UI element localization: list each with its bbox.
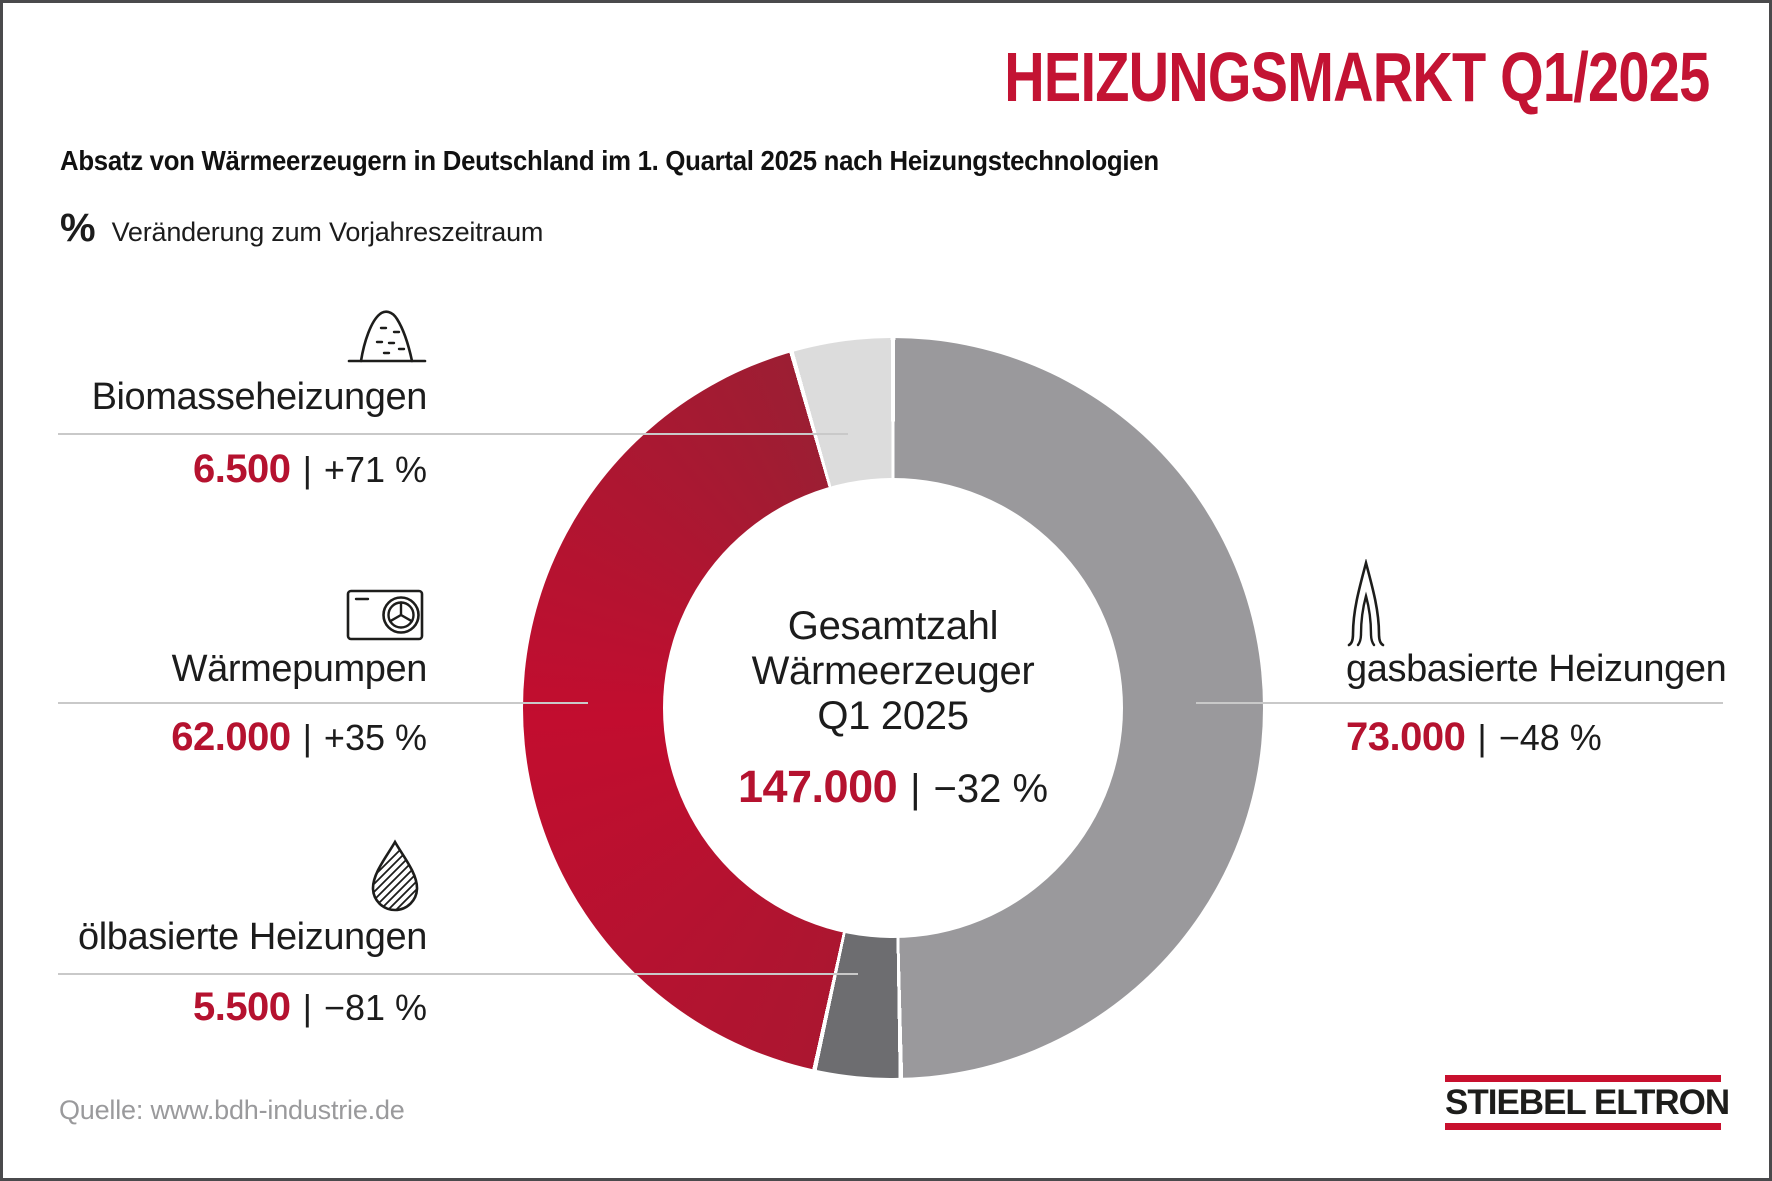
pellet-pile-icon: [347, 305, 427, 371]
total-separator: |: [910, 766, 921, 811]
page-title: HEIZUNGSMARKT Q1/2025: [1003, 38, 1710, 116]
leader-line-oil: [58, 973, 858, 975]
total-change: −32 %: [933, 766, 1049, 811]
segment-value-heat-pump: 62.000 | +35 %: [171, 715, 427, 760]
gas-flame-icon: [1344, 559, 1388, 647]
stiebel-eltron-logo: STIEBEL ELTRON: [1445, 1075, 1730, 1130]
heat-pump-change: +35 %: [323, 717, 427, 758]
gas-value: 73.000: [1346, 715, 1466, 759]
biomass-change: +71 %: [323, 449, 427, 490]
center-line-3: Q1 2025: [817, 693, 969, 738]
biomass-separator: |: [302, 449, 312, 490]
unit-note: % Veränderung zum Vorjahreszeitraum: [60, 206, 543, 251]
center-total: 147.000 | −32 %: [738, 761, 1048, 813]
segment-label-gas: gasbasierte Heizungen: [1346, 648, 1727, 690]
unit-note-text: Veränderung zum Vorjahreszeitraum: [111, 217, 544, 247]
segment-value-biomass: 6.500 | +71 %: [193, 447, 427, 492]
segment-label-heat-pump: Wärmepumpen: [171, 648, 428, 690]
donut-center: Gesamtzahl Wärmeerzeuger Q1 2025 147.000…: [663, 478, 1123, 938]
center-line-1: Gesamtzahl: [787, 603, 999, 648]
oil-change: −81 %: [323, 987, 427, 1028]
percent-symbol: %: [60, 206, 96, 250]
segment-label-biomass: Biomasseheizungen: [91, 376, 428, 418]
oil-separator: |: [302, 987, 312, 1028]
gas-change: −48 %: [1498, 717, 1602, 758]
leader-line-biomass: [58, 433, 848, 435]
oil-value: 5.500: [192, 985, 291, 1029]
logo-text: STIEBEL ELTRON: [1445, 1083, 1730, 1122]
segment-value-oil: 5.500 | −81 %: [193, 985, 427, 1030]
total-value: 147.000: [737, 760, 898, 812]
leader-line-heat-pump: [58, 702, 588, 704]
segment-value-gas: 73.000 | −48 %: [1346, 715, 1602, 760]
heat-pump-icon: [346, 587, 424, 643]
chart-subtitle: Absatz von Wärmeerzeugern in Deutschland…: [60, 145, 1159, 176]
center-line-2: Wärmeerzeuger: [751, 648, 1035, 693]
heat-pump-separator: |: [302, 717, 312, 758]
heat-pump-value: 62.000: [171, 715, 291, 759]
source-note: Quelle: www.bdh-industrie.de: [59, 1095, 405, 1125]
logo-bar-top: [1445, 1075, 1721, 1082]
gas-separator: |: [1477, 717, 1487, 758]
leader-line-gas: [1196, 702, 1723, 704]
logo-bar-bottom: [1445, 1123, 1721, 1130]
biomass-value: 6.500: [192, 447, 291, 491]
segment-label-oil: ölbasierte Heizungen: [77, 916, 427, 958]
oil-drop-icon: [365, 839, 425, 915]
